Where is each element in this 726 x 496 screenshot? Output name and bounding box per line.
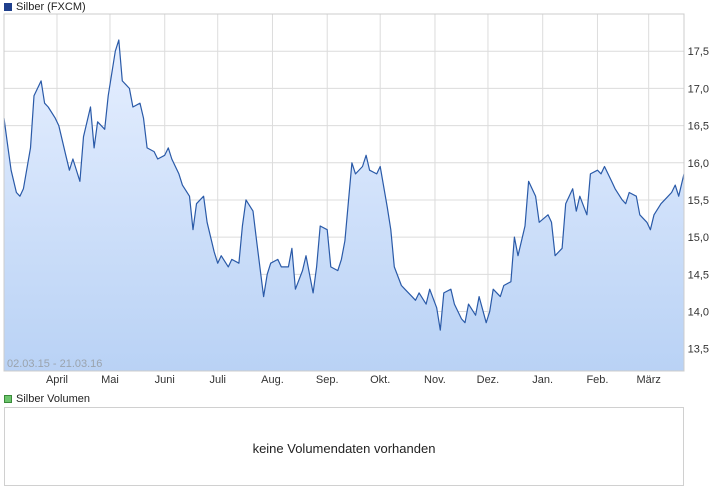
y-tick-label: 17,5 <box>688 46 709 58</box>
x-tick-label: Dez. <box>477 374 500 386</box>
series-area <box>4 40 684 371</box>
legend-volume: Silber Volumen <box>4 392 90 406</box>
x-tick-label: März <box>636 374 660 386</box>
series-line <box>3 39 685 331</box>
y-tick-label: 17,0 <box>688 83 709 95</box>
legend-price-swatch <box>4 3 12 11</box>
x-tick-label: Aug. <box>261 374 284 386</box>
y-tick-label: 14,5 <box>688 269 709 281</box>
y-tick-label: 16,5 <box>688 121 709 133</box>
x-tick-label: Mai <box>101 374 119 386</box>
legend-price: Silber (FXCM) <box>4 0 86 14</box>
legend-volume-label: Silber Volumen <box>16 393 90 405</box>
legend-price-label: Silber (FXCM) <box>16 1 86 13</box>
x-tick-label: Sep. <box>316 374 339 386</box>
y-tick-label: 16,0 <box>688 158 709 170</box>
y-tick-label: 15,0 <box>688 232 709 244</box>
volume-panel: keine Volumendaten vorhanden <box>4 407 684 486</box>
price-chart: 13,5 14,0 14,5 15,0 15,5 16,0 16,5 17,0 17,5 Apri… <box>3 13 709 386</box>
y-tick-label: 13,5 <box>688 344 709 356</box>
plot-border <box>3 13 685 372</box>
date-range-label: 02.03.15 - 21.03.16 <box>7 358 102 370</box>
x-tick-label: Juli <box>209 374 226 386</box>
x-tick-label: Feb. <box>586 374 608 386</box>
x-tick-label: Okt. <box>370 374 390 386</box>
no-volume-message: keine Volumendaten vorhanden <box>252 441 436 456</box>
y-tick-label: 15,5 <box>688 195 709 207</box>
x-tick-label: Nov. <box>424 374 446 386</box>
x-tick-label: Jan. <box>532 374 553 386</box>
y-tick-label: 14,0 <box>688 307 709 319</box>
legend-volume-swatch <box>4 395 12 403</box>
x-tick-label: April <box>46 374 68 386</box>
x-tick-label: Juni <box>155 374 175 386</box>
